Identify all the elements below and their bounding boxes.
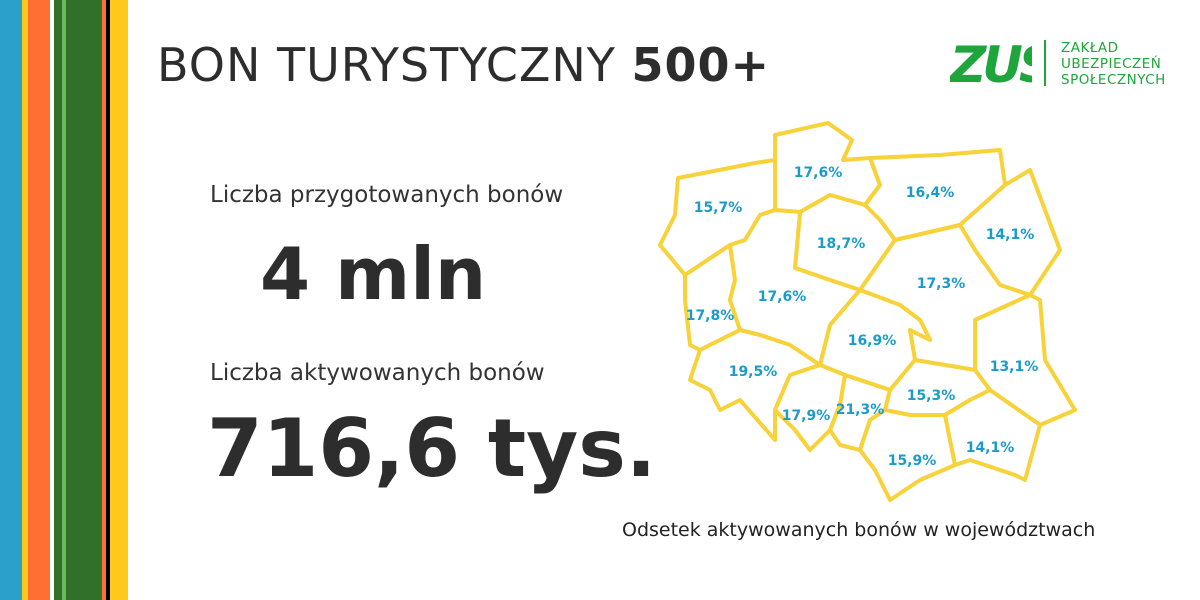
prepared-value: 4 mln (260, 232, 487, 316)
region-percentage-label: 19,5% (729, 364, 778, 380)
logo-line: SPOŁECZNYCH (1061, 72, 1166, 88)
region-percentage-label: 16,4% (906, 185, 955, 201)
logo-line: ZAKŁAD (1061, 40, 1119, 56)
zus-logo: ZUS (950, 38, 1032, 88)
stripe (28, 0, 50, 600)
region-percentage-label: 15,3% (907, 388, 956, 404)
prepared-label: Liczba przygotowanych bonów (210, 182, 564, 208)
region-percentage-label: 17,8% (686, 308, 735, 324)
stripe (106, 0, 110, 600)
stripe (22, 0, 28, 600)
voivodeship-region (943, 388, 1042, 482)
stripe (102, 0, 106, 600)
logo-line: UBEZPIECZEŃ (1061, 56, 1162, 72)
page-title: BON TURYSTYCZNY 500+ (157, 38, 770, 92)
stripe (0, 0, 22, 600)
region-percentage-label: 17,6% (794, 165, 843, 181)
stripe (62, 0, 66, 600)
region-percentage-label: 17,9% (782, 408, 831, 424)
activated-value: 716,6 tys. (207, 402, 657, 495)
map-caption: Odsetek aktywowanych bonów w województwa… (622, 519, 1096, 541)
region-percentage-label: 16,9% (848, 333, 897, 349)
stripe (66, 0, 102, 600)
region-percentage-label: 18,7% (817, 236, 866, 252)
title-bold: 500+ (631, 38, 771, 92)
region-percentage-label: 21,3% (836, 402, 885, 418)
stripe (110, 0, 128, 600)
logo-mark: ZUS (950, 38, 1032, 88)
region-percentage-label: 14,1% (986, 227, 1035, 243)
activated-label: Liczba aktywowanych bonów (210, 360, 545, 386)
region-percentage-label: 15,9% (888, 453, 937, 469)
stripe (54, 0, 62, 600)
region-percentage-label: 13,1% (990, 359, 1039, 375)
logo-text: ZAKŁAD UBEZPIECZEŃ SPOŁECZNYCH (1061, 40, 1166, 88)
title-regular: BON TURYSTYCZNY (157, 38, 616, 92)
region-percentage-label: 17,6% (758, 289, 807, 305)
region-percentage-label: 17,3% (917, 276, 966, 292)
region-percentage-label: 14,1% (966, 440, 1015, 456)
logo-divider (1044, 40, 1046, 86)
region-percentage-label: 15,7% (694, 200, 743, 216)
